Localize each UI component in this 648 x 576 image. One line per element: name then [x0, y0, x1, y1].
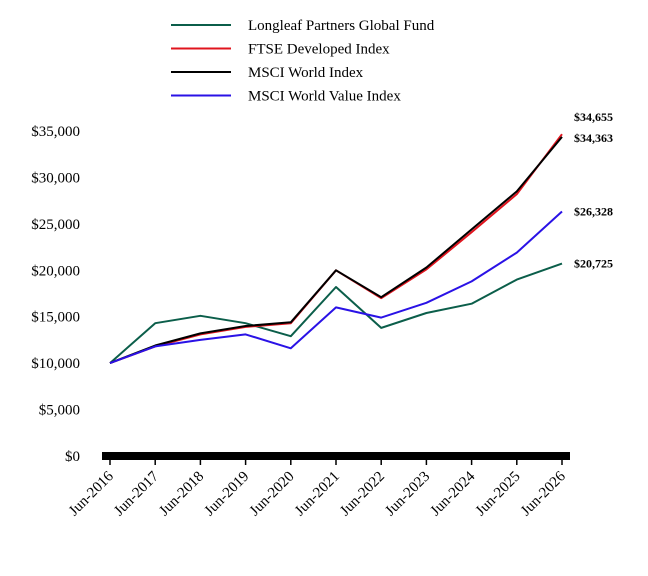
y-tick-label: $25,000	[31, 217, 80, 233]
end-label-2: $34,363	[574, 131, 613, 145]
x-tick-label: Jun-2016	[66, 468, 117, 519]
x-tick-label: Jun-2025	[473, 469, 524, 520]
x-tick-label: Jun-2020	[247, 469, 298, 520]
x-tick-label: Jun-2022	[337, 469, 388, 520]
legend-label-0: Longleaf Partners Global Fund	[248, 18, 435, 34]
series-line-3	[109, 210, 563, 365]
y-tick-label: $30,000	[31, 170, 80, 186]
x-tick-label: Jun-2021	[292, 469, 343, 520]
x-tick-label: Jun-2026	[518, 468, 569, 519]
series-line-1	[109, 133, 563, 365]
legend: Longleaf Partners Global Fund FTSE Develo…	[171, 18, 435, 105]
x-tick-label: Jun-2024	[428, 468, 479, 519]
y-tick-label: $35,000	[31, 124, 80, 140]
x-tick-label: Jun-2019	[202, 469, 253, 520]
y-tick-label: $0	[65, 449, 80, 465]
end-label-1: $34,655	[574, 110, 613, 124]
legend-label-1: FTSE Developed Index	[248, 42, 390, 58]
end-label-3: $26,328	[574, 205, 613, 219]
legend-label-2: MSCI World Index	[248, 65, 364, 81]
series-line-0	[109, 262, 563, 364]
y-tick-label: $10,000	[31, 356, 80, 372]
x-tick-label: Jun-2023	[382, 469, 433, 520]
y-tick-label: $20,000	[31, 263, 80, 279]
x-tick-label: Jun-2017	[111, 468, 162, 519]
y-axis: $0 $5,000 $10,000 $15,000 $20,000 $25,000 $30,…	[31, 124, 80, 465]
y-tick-label: $5,000	[39, 403, 80, 419]
plot-area	[109, 133, 563, 365]
series-line-2	[109, 136, 563, 365]
end-label-0: $20,725	[574, 257, 613, 271]
legend-label-3: MSCI World Value Index	[248, 89, 401, 105]
x-axis: Jun-2016Jun-2017Jun-2018Jun-2019Jun-2020…	[66, 452, 570, 519]
end-labels: $20,725 $34,655 $34,363 $26,328	[574, 110, 613, 270]
y-tick-label: $15,000	[31, 310, 80, 326]
x-tick-label: Jun-2018	[156, 469, 207, 520]
